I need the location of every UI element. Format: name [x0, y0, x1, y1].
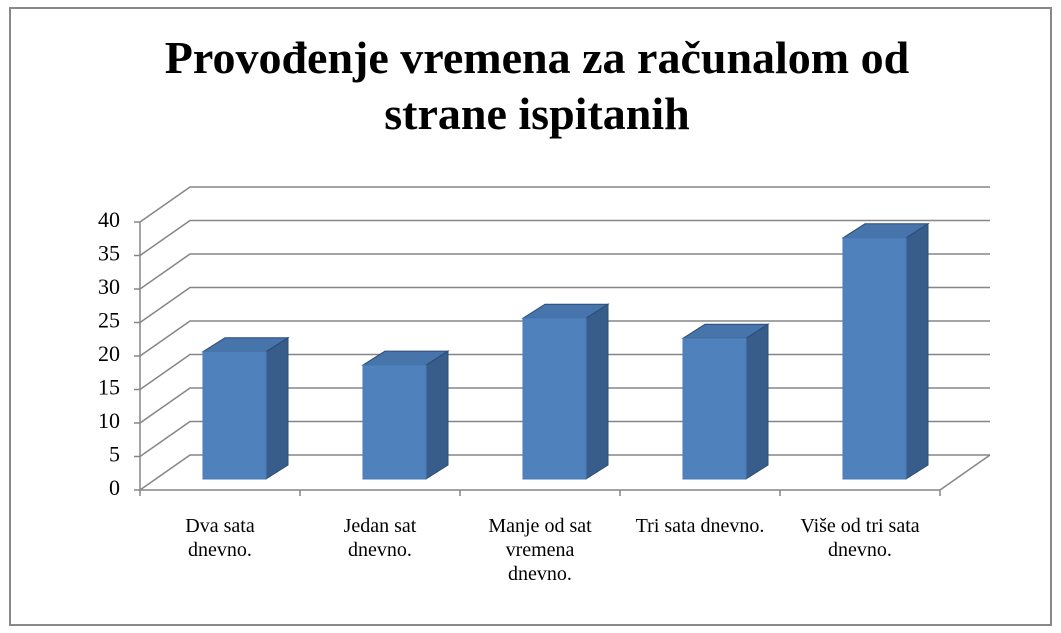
- bar-side: [905, 222, 929, 480]
- bar-side: [585, 303, 609, 480]
- bar-side: [745, 323, 769, 480]
- chart-title: Provođenje vremena za računalom od stran…: [164, 32, 910, 139]
- grid-line: [139, 219, 990, 257]
- x-tick-label: Dva sata dnevno.: [185, 515, 255, 561]
- bar: [202, 351, 267, 480]
- grid-line: [139, 186, 990, 223]
- x-tick-label: Manje od sat vremena dnevno.: [488, 515, 592, 585]
- y-tick-label: 20: [98, 341, 120, 366]
- grid-line: [139, 286, 990, 324]
- y-tick-label: 0: [109, 475, 120, 500]
- bar: [682, 337, 747, 480]
- grid-line: [139, 320, 990, 357]
- grid-line: [139, 253, 990, 290]
- bar-side: [425, 350, 449, 480]
- bar: [842, 237, 907, 480]
- y-tick-label: 40: [98, 207, 120, 232]
- x-tick-label: Jedan sat dnevno.: [343, 515, 417, 561]
- y-tick-label: 5: [109, 442, 120, 467]
- x-tick-label: Tri sata dnevno.: [635, 515, 765, 537]
- bar: [522, 317, 587, 480]
- y-tick-label: 30: [98, 274, 120, 299]
- bar-side: [265, 336, 289, 480]
- y-tick-label: 10: [98, 408, 120, 433]
- x-tick-label: Više od tri sata dnevno.: [800, 515, 920, 561]
- y-tick-label: 15: [98, 375, 120, 400]
- y-tick-label: 35: [98, 241, 120, 266]
- bar: [362, 364, 427, 480]
- y-tick-label: 25: [98, 308, 120, 333]
